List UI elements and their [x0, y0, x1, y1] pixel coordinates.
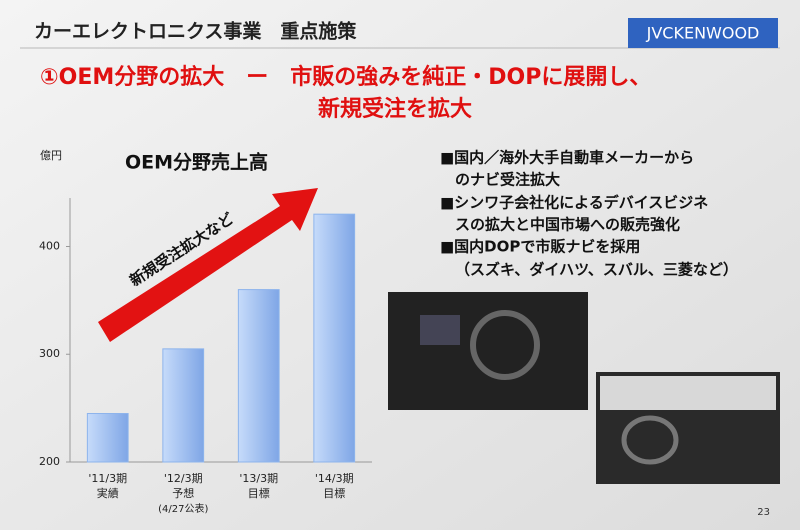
- y-tick-label: 300: [39, 347, 60, 360]
- bullet: ■国内DOPで市販ナビを採用: [440, 238, 640, 256]
- x-tick-label: '13/3期: [239, 472, 278, 485]
- x-tick-label: '14/3期: [315, 472, 354, 485]
- x-tick-note: 目標: [323, 486, 345, 500]
- x-tick-note: 実績: [97, 486, 119, 500]
- photo-detail: [470, 310, 540, 380]
- y-tick-label: 400: [39, 239, 60, 252]
- headline: 新規受注を拡大: [318, 96, 472, 122]
- bullet: スの拡大と中国市場への販売強化: [455, 216, 680, 234]
- bullet: ■国内／海外大手自動車メーカーから: [440, 149, 694, 167]
- header-title: カーエレクトロニクス事業 重点施策: [34, 20, 357, 43]
- logo: JVCKENWOOD: [646, 24, 760, 43]
- bullet: ■シンワ子会社化によるデバイスビジネ: [440, 194, 708, 212]
- y-axis-label: 億円: [40, 149, 62, 162]
- photo-detail: [621, 415, 679, 465]
- photo: [388, 292, 588, 410]
- bar: [86, 413, 129, 463]
- photo-detail: [420, 315, 460, 345]
- x-tick-note: (4/27公表): [158, 502, 208, 515]
- photo-detail: [600, 376, 776, 410]
- x-tick-note: 目標: [248, 486, 270, 500]
- y-tick-label: 200: [39, 455, 60, 468]
- arrow: [98, 188, 318, 342]
- x-tick-label: '11/3期: [88, 472, 127, 485]
- x-tick-note: 予想: [172, 486, 194, 500]
- logo-box: [628, 18, 778, 48]
- headline: ①OEM分野の拡大 ー 市販の強みを純正・DOPに展開し、: [40, 64, 651, 90]
- bar: [237, 289, 280, 463]
- page-number: 23: [757, 507, 770, 518]
- bullet: （スズキ、ダイハツ、スバル、三菱など）: [455, 261, 738, 279]
- x-tick-label: '12/3期: [164, 472, 203, 485]
- bullet: のナビ受注拡大: [455, 171, 560, 189]
- chart-title: OEM分野売上高: [125, 151, 268, 174]
- bar: [162, 348, 205, 463]
- bar: [313, 213, 356, 463]
